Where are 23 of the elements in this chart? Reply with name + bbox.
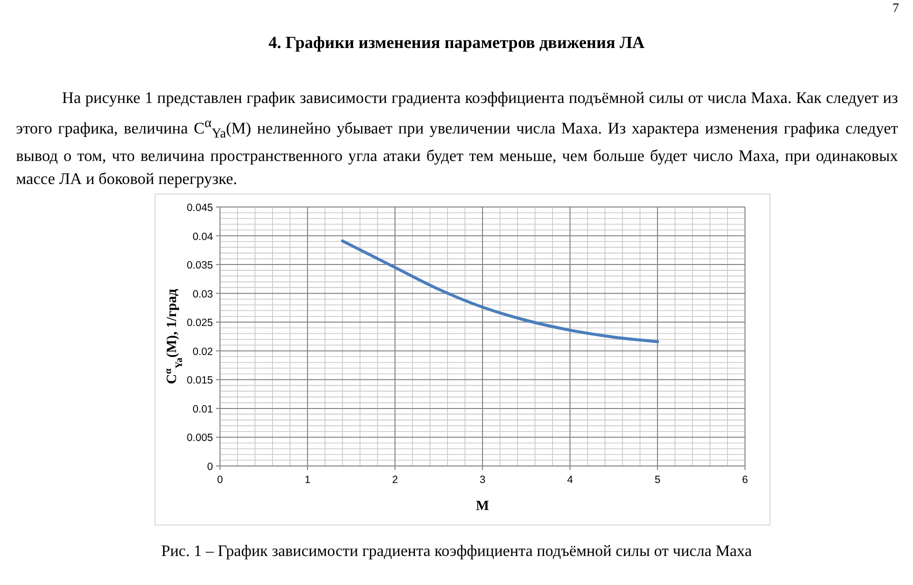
x-tick-label: 4 <box>567 474 574 486</box>
x-tick-label: 3 <box>480 474 486 486</box>
x-tick-label: 0 <box>217 474 224 486</box>
chart-title: 4. Графики изменения параметров движения ЛА <box>267 33 646 53</box>
chart-subtitle: На рисунке 1 представлен график зависимости градиента коэффициента подъёмной силы от числа Маха. Как следует из этого графика, величина C$^{α}$$_{Ya}$(M) нелинейно убывает при увеличении числа Маха. Из характера изменения графика следует вывод о том, что величина пространственного угла атаки будет тем меньше, чем больше будет число Маха, при одинаковых массе ЛА и боковой перегрузке. <box>16 88 898 190</box>
y-tick-label: 0.025 <box>186 317 214 330</box>
y-tick-label: 0.01 <box>192 403 214 416</box>
y-tick-label: 0.04 <box>192 230 214 243</box>
y-tick-label: 0.03 <box>192 288 214 300</box>
x-axis-title: M <box>476 499 490 514</box>
text: Рис. 1 – График зависимости градиента коэффициента подъёмной силы от числа Маха <box>160 543 753 561</box>
line-series <box>341 239 659 344</box>
y-tick-label: 0.045 <box>186 202 214 214</box>
y-tick-label: 0.005 <box>186 432 214 444</box>
text: 7 <box>892 0 899 16</box>
x-tick-label: 2 <box>392 474 398 486</box>
x-tick-label: 1 <box>304 474 311 486</box>
y-tick-label: 0.035 <box>186 260 214 272</box>
x-tick-label: 5 <box>654 474 661 486</box>
y-tick-label: 0 <box>207 461 214 473</box>
x-tick-label: 6 <box>742 474 748 486</box>
y-tick-label: 0.02 <box>192 346 214 358</box>
y-tick-label: 0.015 <box>186 374 214 387</box>
